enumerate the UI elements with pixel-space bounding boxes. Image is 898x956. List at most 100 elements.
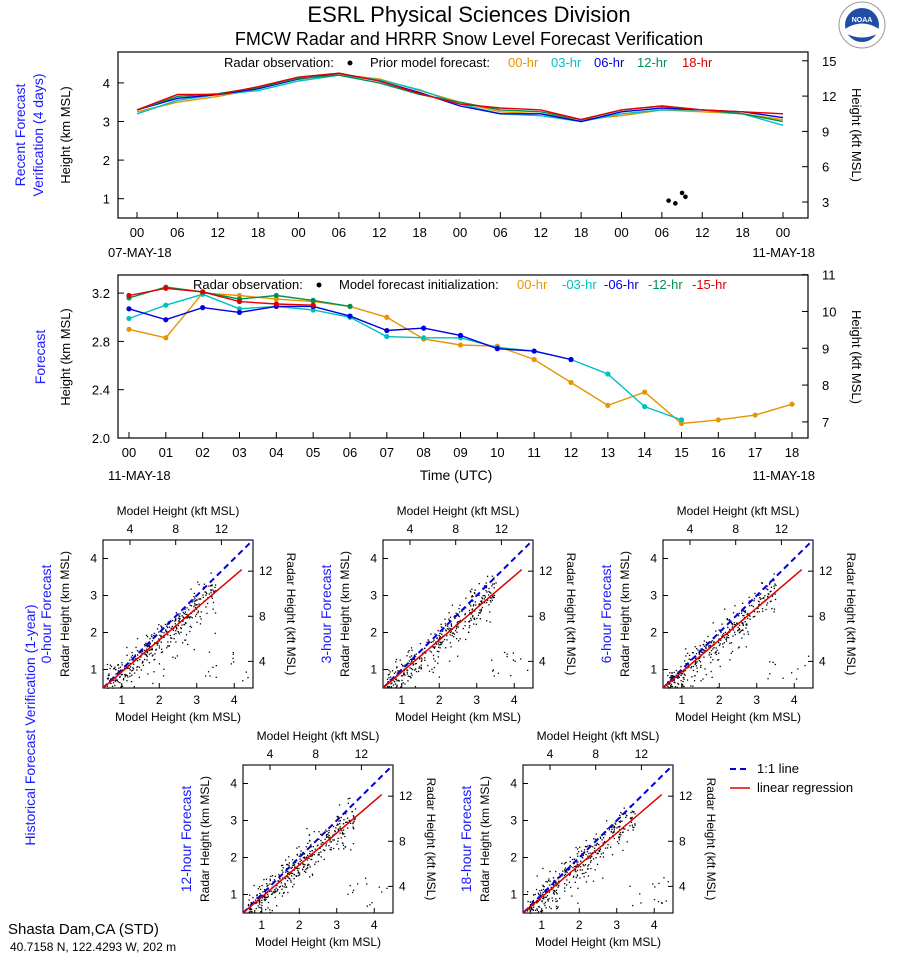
scatter-point: [538, 906, 541, 908]
scatter-point: [264, 899, 266, 901]
scatter-point: [629, 817, 632, 819]
scatter-point: [259, 888, 262, 890]
scatter-point: [675, 674, 677, 676]
scatter-point: [718, 641, 720, 644]
scatter-point: [198, 583, 200, 586]
scatter-point: [388, 673, 390, 675]
regression-line: [242, 794, 383, 914]
scatter-point: [439, 647, 441, 649]
scatter-point: [285, 859, 287, 861]
panel2-xtick-label: 18: [785, 445, 799, 460]
scatter-bottom-axis-label: Model Height (km MSL): [535, 935, 661, 949]
scatter-point: [148, 662, 151, 664]
scatter-point: [267, 896, 269, 898]
scatter-point: [400, 675, 403, 677]
scatter-left-tick-label: 4: [510, 777, 517, 791]
scatter-point: [756, 611, 758, 613]
scatter-point: [144, 645, 146, 647]
scatter-point: [493, 577, 495, 579]
scatter-point: [129, 675, 131, 677]
scatter-point: [696, 667, 698, 669]
scatter-point: [632, 826, 634, 828]
scatter-point: [196, 599, 198, 601]
scatter-point: [465, 638, 467, 641]
scatter-point: [198, 603, 200, 605]
scatter-left-tick-label: 4: [650, 552, 657, 566]
scatter-point: [322, 842, 324, 844]
scatter-point: [758, 594, 760, 596]
scatter-point: [452, 632, 454, 634]
scatter-point: [213, 591, 215, 593]
scatter-point: [387, 682, 389, 684]
scatter-point: [613, 837, 615, 840]
scatter-point: [109, 664, 111, 666]
scatter-point: [190, 626, 193, 628]
scatter-point: [424, 657, 426, 659]
scatter-panel-label: 0-hour Forecast: [38, 564, 54, 663]
scatter-point: [399, 659, 401, 661]
scatter-panel-label: 3-hour Forecast: [318, 564, 334, 663]
scatter-point: [305, 868, 307, 871]
scatter-point: [694, 675, 696, 677]
scatter-point: [536, 875, 538, 877]
scatter-left-tick-label: 4: [90, 552, 97, 566]
scatter-point: [334, 831, 336, 833]
scatter-point: [184, 608, 186, 610]
scatter-point: [183, 623, 185, 626]
scatter-point: [298, 872, 301, 874]
scatter-point: [632, 829, 634, 831]
scatter-point: [579, 877, 581, 879]
scatter-point: [177, 625, 180, 627]
scatter-point: [393, 672, 396, 674]
scatter-point: [667, 674, 669, 677]
scatter-point: [718, 644, 721, 646]
scatter-point: [190, 616, 192, 618]
scatter-point: [207, 602, 209, 605]
scatter-point: [267, 895, 269, 897]
scatter-point: [774, 598, 777, 601]
scatter-point: [744, 611, 747, 614]
scatter-point: [261, 894, 263, 897]
panel1-xtick-label: 12: [534, 225, 548, 240]
panel1-xtick-label: 06: [493, 225, 507, 240]
scatter-point: [249, 894, 251, 896]
scatter-point: [705, 646, 707, 648]
scatter-point: [332, 839, 334, 841]
scatter-point: [754, 592, 756, 595]
scatter-point: [600, 853, 603, 855]
panel1-ytick-right-label: 9: [822, 124, 829, 139]
scatter-point: [341, 831, 344, 834]
scatter-point: [603, 837, 605, 839]
scatter-point: [479, 609, 481, 611]
scatter-point: [329, 839, 331, 841]
regression-line: [382, 569, 523, 689]
scatter-point: [747, 612, 749, 615]
scatter-point: [731, 650, 734, 653]
panel1-xtick-label: 06: [332, 225, 346, 240]
scatter-point: [619, 836, 621, 838]
scatter-point: [470, 617, 472, 620]
scatter-point: [741, 629, 744, 631]
scatter-point: [164, 623, 167, 626]
scatter-point: [150, 649, 152, 651]
scatter-point: [184, 622, 187, 624]
scatter-point: [568, 881, 571, 883]
scatter-point: [585, 839, 587, 842]
scatter-point: [181, 615, 183, 617]
scatter-point: [439, 635, 441, 638]
scatter-point: [409, 667, 411, 669]
scatter-point: [233, 661, 235, 663]
scatter-point: [280, 882, 282, 884]
scatter-point: [709, 652, 711, 654]
panel2-ytick-left-label: 3.2: [92, 286, 110, 301]
scatter-point: [575, 846, 577, 849]
scatter-point: [258, 906, 260, 909]
scatter-point: [753, 598, 756, 600]
panel2-series-point-00-hr: [384, 314, 390, 320]
scatter-point: [674, 686, 677, 688]
scatter-point: [284, 877, 287, 880]
scatter-point: [242, 680, 244, 682]
scatter-point: [352, 891, 354, 894]
scatter-point: [592, 880, 595, 882]
